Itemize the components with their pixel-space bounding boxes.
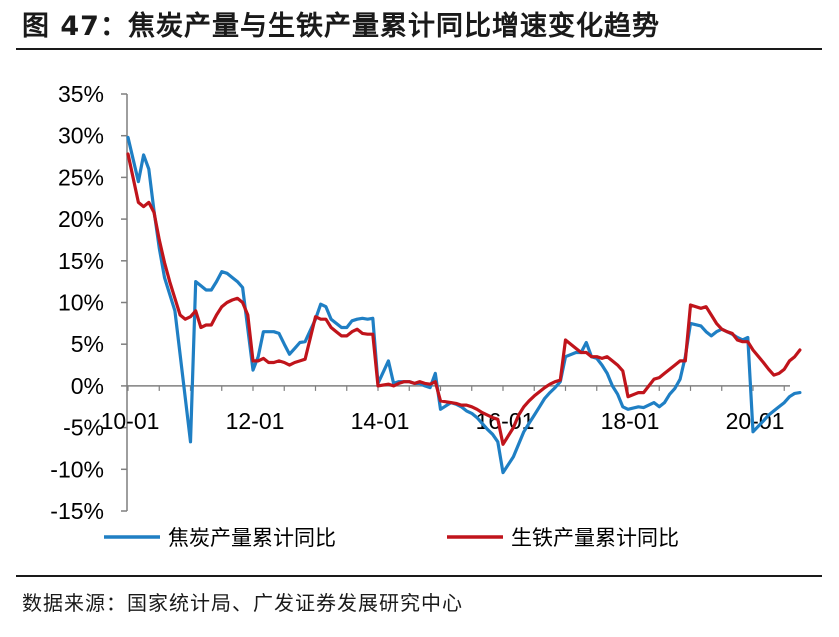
y-tick-label: 35% [58, 81, 104, 107]
y-tick-label: -15% [50, 498, 104, 524]
x-tick-label: 12-01 [226, 408, 285, 434]
series-lines [126, 135, 802, 475]
legend-label: 生铁产量累计同比 [511, 526, 679, 550]
figure-source: 数据来源：国家统计局、广发证券发展研究中心 [22, 591, 463, 615]
series-line-iron [126, 152, 802, 446]
y-tick-label: -10% [50, 456, 104, 482]
title-divider [16, 48, 822, 50]
figure-title: 图 47：焦炭产量与生铁产量累计同比增速变化趋势 [22, 11, 660, 42]
legend: 焦炭产量累计同比 生铁产量累计同比 [104, 526, 679, 550]
y-tick-label: 5% [71, 331, 104, 357]
y-tick-label: 10% [58, 290, 104, 316]
y-tick-label: 20% [58, 206, 104, 232]
y-tick-label: 0% [71, 373, 104, 399]
y-tick-label: 15% [58, 248, 104, 274]
x-tick-label: 14-01 [351, 408, 410, 434]
x-tick-label: 10-01 [101, 408, 160, 434]
source-divider [16, 575, 822, 577]
legend-label: 焦炭产量累计同比 [168, 526, 336, 550]
x-axis: 10-01 12-01 14-01 16-01 18-01 20-01 [101, 385, 790, 434]
y-tick-label: 30% [58, 123, 104, 149]
y-tick-label: -5% [63, 415, 104, 441]
x-tick-label: 18-01 [601, 408, 660, 434]
y-tick-label: 25% [58, 164, 104, 190]
y-axis: 35% 30% 25% 20% 15% 10% 5% 0% -5% -10% -15% [50, 81, 128, 524]
